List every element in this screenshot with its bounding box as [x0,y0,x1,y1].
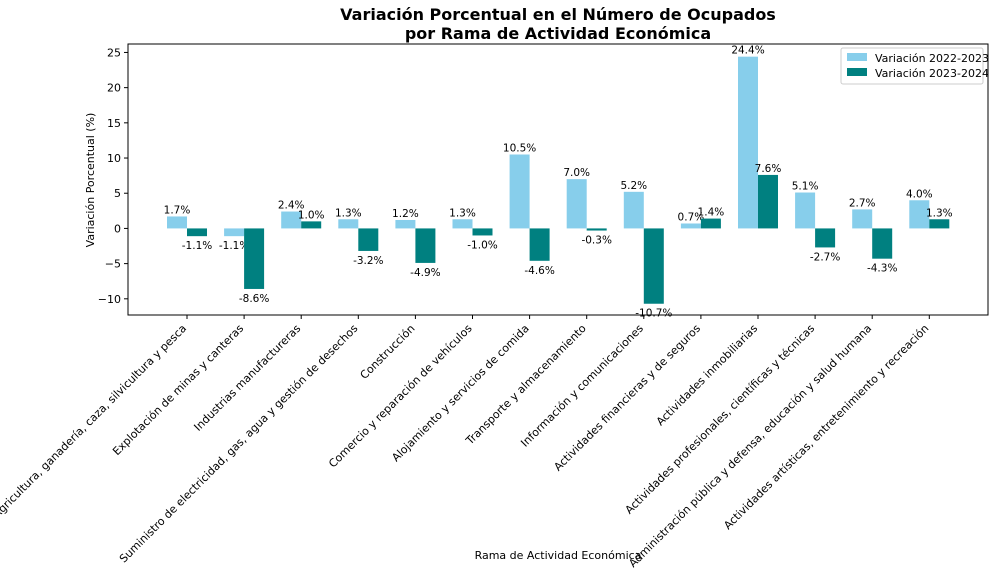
bar [281,211,302,229]
y-tick-label: 25 [107,46,121,59]
legend: Variación 2022-2023 Variación 2023-2024 [840,47,989,85]
bar [643,228,664,304]
legend-label-2022-2023: Variación 2022-2023 [875,52,989,65]
y-tick-label: 10 [107,152,121,165]
data-label: 2.7% [849,197,876,209]
y-tick-label: 0 [114,222,121,235]
data-label: 7.0% [563,167,590,179]
legend-swatch-2023-2024 [847,68,867,76]
data-label: -0.3% [581,235,611,247]
bar [358,228,379,251]
bar [509,154,530,229]
y-tick-label: −10 [98,293,121,306]
data-label: 1.3% [449,207,476,219]
y-tick-label: −5 [105,258,121,271]
bar [338,219,359,229]
data-label: 10.5% [503,143,536,155]
x-tick-label: Construcción [358,322,418,382]
data-label: -1.0% [467,239,497,251]
x-tick-label: Industrias manufactureras [191,322,303,434]
y-tick-label: 20 [107,82,121,95]
legend-label-2023-2024: Variación 2023-2024 [875,67,989,80]
y-axis-label: Variación Porcentual (%) [84,113,97,248]
bar [529,228,550,261]
bar [758,174,778,229]
bar [301,221,322,229]
bar [244,228,265,289]
bar [472,228,493,236]
data-label: 1.3% [335,207,362,219]
legend-swatch-2022-2023 [847,53,867,61]
bar [167,216,187,229]
y-tick-label: 15 [107,117,121,130]
x-axis-label: Rama de Actividad Económica [475,549,642,562]
data-label: 1.4% [698,207,725,219]
bar [395,219,416,229]
data-label: 1.2% [392,208,419,220]
data-label: -10.7% [635,308,672,320]
data-label: 24.4% [731,45,764,57]
data-label: 5.1% [792,181,819,193]
bar [909,200,930,229]
data-label: 4.0% [906,188,933,200]
plot-frame [127,43,989,316]
data-label: 5.2% [620,180,647,192]
bar [815,228,836,248]
data-label: -4.3% [867,263,897,275]
x-tick-label: Transporte y almacenamiento [463,322,589,448]
data-label: -3.2% [353,255,383,267]
data-label: -1.1% [219,240,249,252]
data-label: -2.7% [810,251,840,263]
bar [623,191,644,229]
data-label: -4.9% [410,267,440,279]
x-tick-label: Información y comunicaciones [518,322,646,450]
bar [852,209,873,229]
bar [187,228,207,237]
bar [795,192,816,229]
data-label: 1.7% [164,204,191,216]
bar [415,228,436,263]
x-tick-label: Actividades profesionales, científicas y… [623,322,818,517]
plot-area: −10 −5 0 5 10 15 20 25 1.7% -1.1% Agricultura, gan… [0,45,953,568]
data-label: 0.7% [678,211,705,223]
bar [738,56,758,229]
bar [452,219,473,229]
bar [700,218,721,229]
bar [872,228,893,259]
data-label: 2.4% [278,200,305,212]
data-label: 1.0% [298,209,325,221]
y-tick-label: 5 [114,187,121,200]
bar [586,228,607,231]
data-label: -4.6% [524,265,554,277]
chart-title-line-1: Variación Porcentual en el Número de Ocu… [340,5,776,24]
x-tick-label: Agricultura, ganadería, caza, silvicultu… [0,322,189,521]
bar [929,219,950,229]
bar [224,228,245,237]
chart-title-line-2: por Rama de Actividad Económica [405,24,711,43]
x-tick-label: Actividades inmobiliarias [654,322,761,429]
data-label: 7.6% [755,163,782,175]
data-label: -8.6% [239,293,269,305]
bar [566,179,587,229]
legend-box [840,47,984,85]
data-label: -1.1% [182,240,212,252]
x-tick-label: Actividades artísticas, entretenimiento … [721,322,931,532]
data-label: 1.3% [926,207,953,219]
bar [680,223,701,229]
